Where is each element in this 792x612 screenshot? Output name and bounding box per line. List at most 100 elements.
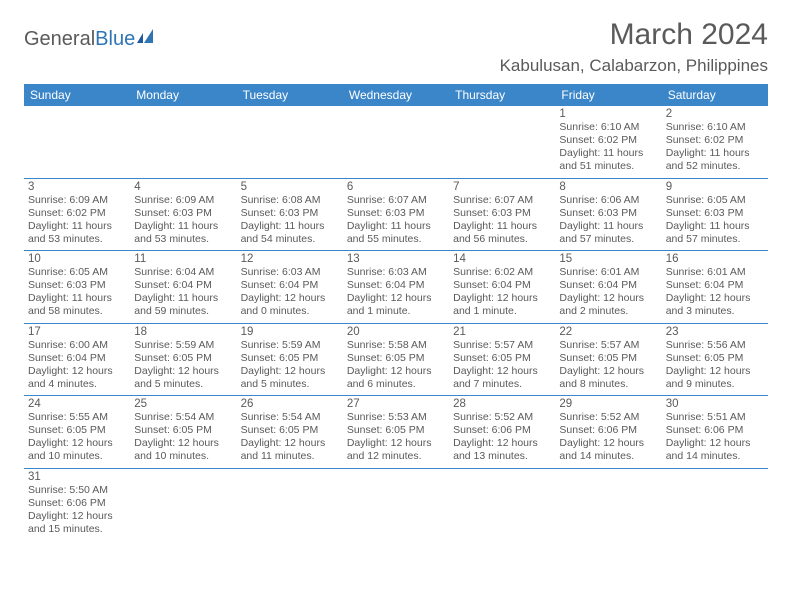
day-cell: 14Sunrise: 6:02 AMSunset: 6:04 PMDayligh… [449, 251, 555, 323]
day-info-line: and 5 minutes. [134, 378, 232, 391]
day-cell: 13Sunrise: 6:03 AMSunset: 6:04 PMDayligh… [343, 251, 449, 323]
day-number: 26 [241, 398, 339, 410]
day-info-line: Daylight: 12 hours [559, 365, 657, 378]
day-info-line: and 10 minutes. [28, 450, 126, 463]
day-info-line: Sunset: 6:04 PM [241, 279, 339, 292]
day-cell [555, 469, 661, 541]
day-info-line: and 4 minutes. [28, 378, 126, 391]
day-info-line: and 6 minutes. [347, 378, 445, 391]
day-info-line: Sunset: 6:05 PM [666, 352, 764, 365]
day-info-line: Sunset: 6:06 PM [28, 497, 126, 510]
day-cell: 23Sunrise: 5:56 AMSunset: 6:05 PMDayligh… [662, 324, 768, 396]
day-info-line: Sunrise: 6:10 AM [559, 121, 657, 134]
day-info-line: Sunset: 6:06 PM [453, 424, 551, 437]
day-info-line: Sunset: 6:05 PM [347, 352, 445, 365]
day-info-line: and 1 minute. [453, 305, 551, 318]
day-cell: 8Sunrise: 6:06 AMSunset: 6:03 PMDaylight… [555, 179, 661, 251]
day-info-line: Sunrise: 6:05 AM [28, 266, 126, 279]
day-info-line: and 57 minutes. [666, 233, 764, 246]
day-number: 21 [453, 326, 551, 338]
day-info-line: Daylight: 11 hours [134, 220, 232, 233]
day-info-line: Daylight: 11 hours [28, 220, 126, 233]
day-info-line: Sunset: 6:04 PM [559, 279, 657, 292]
header: GeneralBlue March 2024 Kabulusan, Calaba… [24, 18, 768, 76]
day-cell: 19Sunrise: 5:59 AMSunset: 6:05 PMDayligh… [237, 324, 343, 396]
day-info-line: and 12 minutes. [347, 450, 445, 463]
day-info-line: Sunset: 6:03 PM [241, 207, 339, 220]
day-info-line: Sunset: 6:05 PM [559, 352, 657, 365]
day-info-line: Daylight: 11 hours [28, 292, 126, 305]
day-cell: 16Sunrise: 6:01 AMSunset: 6:04 PMDayligh… [662, 251, 768, 323]
dow-cell: Monday [130, 84, 236, 106]
day-info-line: Sunset: 6:04 PM [347, 279, 445, 292]
day-info-line: Sunrise: 5:54 AM [241, 411, 339, 424]
day-info-line: and 13 minutes. [453, 450, 551, 463]
day-info-line: Daylight: 11 hours [453, 220, 551, 233]
day-info-line: Sunrise: 6:00 AM [28, 339, 126, 352]
day-info-line: and 56 minutes. [453, 233, 551, 246]
day-number: 11 [134, 253, 232, 265]
day-info-line: Sunset: 6:05 PM [241, 352, 339, 365]
day-info-line: Sunrise: 5:51 AM [666, 411, 764, 424]
dow-cell: Thursday [449, 84, 555, 106]
day-number: 19 [241, 326, 339, 338]
day-number: 2 [666, 108, 764, 120]
week-row: 31Sunrise: 5:50 AMSunset: 6:06 PMDayligh… [24, 469, 768, 541]
day-number: 31 [28, 471, 126, 483]
logo-flag-icon [137, 29, 159, 45]
dow-cell: Sunday [24, 84, 130, 106]
day-info-line: Daylight: 12 hours [134, 365, 232, 378]
day-info-line: and 53 minutes. [28, 233, 126, 246]
day-number: 10 [28, 253, 126, 265]
day-info-line: and 8 minutes. [559, 378, 657, 391]
day-number: 3 [28, 181, 126, 193]
day-info-line: Sunrise: 6:03 AM [241, 266, 339, 279]
day-cell: 7Sunrise: 6:07 AMSunset: 6:03 PMDaylight… [449, 179, 555, 251]
day-info-line: Sunrise: 5:55 AM [28, 411, 126, 424]
day-info-line: Sunrise: 5:54 AM [134, 411, 232, 424]
day-cell: 29Sunrise: 5:52 AMSunset: 6:06 PMDayligh… [555, 396, 661, 468]
day-info-line: Daylight: 12 hours [453, 365, 551, 378]
day-number: 8 [559, 181, 657, 193]
day-info-line: Sunrise: 5:56 AM [666, 339, 764, 352]
day-info-line: Sunrise: 5:59 AM [134, 339, 232, 352]
day-cell: 28Sunrise: 5:52 AMSunset: 6:06 PMDayligh… [449, 396, 555, 468]
day-cell: 31Sunrise: 5:50 AMSunset: 6:06 PMDayligh… [24, 469, 130, 541]
day-info-line: Sunset: 6:03 PM [134, 207, 232, 220]
day-info-line: Sunset: 6:03 PM [347, 207, 445, 220]
day-info-line: Daylight: 12 hours [559, 437, 657, 450]
day-cell: 12Sunrise: 6:03 AMSunset: 6:04 PMDayligh… [237, 251, 343, 323]
title-block: March 2024 Kabulusan, Calabarzon, Philip… [500, 18, 768, 76]
day-number: 22 [559, 326, 657, 338]
dow-cell: Tuesday [237, 84, 343, 106]
logo-text: GeneralBlue [24, 28, 135, 51]
day-info-line: Sunrise: 6:02 AM [453, 266, 551, 279]
day-info-line: Sunrise: 5:52 AM [559, 411, 657, 424]
day-info-line: Daylight: 12 hours [453, 437, 551, 450]
day-cell [130, 106, 236, 178]
day-info-line: Daylight: 12 hours [347, 437, 445, 450]
day-number: 9 [666, 181, 764, 193]
day-cell [237, 469, 343, 541]
day-info-line: Daylight: 12 hours [347, 292, 445, 305]
day-info-line: Daylight: 11 hours [134, 292, 232, 305]
day-number: 24 [28, 398, 126, 410]
day-info-line: Daylight: 12 hours [347, 365, 445, 378]
day-info-line: Sunrise: 6:01 AM [666, 266, 764, 279]
day-cell: 17Sunrise: 6:00 AMSunset: 6:04 PMDayligh… [24, 324, 130, 396]
day-info-line: and 14 minutes. [559, 450, 657, 463]
day-cell [343, 469, 449, 541]
day-cell: 24Sunrise: 5:55 AMSunset: 6:05 PMDayligh… [24, 396, 130, 468]
calendar: SundayMondayTuesdayWednesdayThursdayFrid… [24, 84, 768, 540]
day-cell: 26Sunrise: 5:54 AMSunset: 6:05 PMDayligh… [237, 396, 343, 468]
day-info-line: and 0 minutes. [241, 305, 339, 318]
day-info-line: and 2 minutes. [559, 305, 657, 318]
day-info-line: Sunrise: 5:57 AM [453, 339, 551, 352]
dow-cell: Saturday [662, 84, 768, 106]
day-number: 7 [453, 181, 551, 193]
logo-word-2: Blue [95, 28, 135, 50]
day-info-line: and 51 minutes. [559, 160, 657, 173]
week-row: 3Sunrise: 6:09 AMSunset: 6:02 PMDaylight… [24, 179, 768, 252]
day-info-line: Sunrise: 6:04 AM [134, 266, 232, 279]
day-cell: 3Sunrise: 6:09 AMSunset: 6:02 PMDaylight… [24, 179, 130, 251]
